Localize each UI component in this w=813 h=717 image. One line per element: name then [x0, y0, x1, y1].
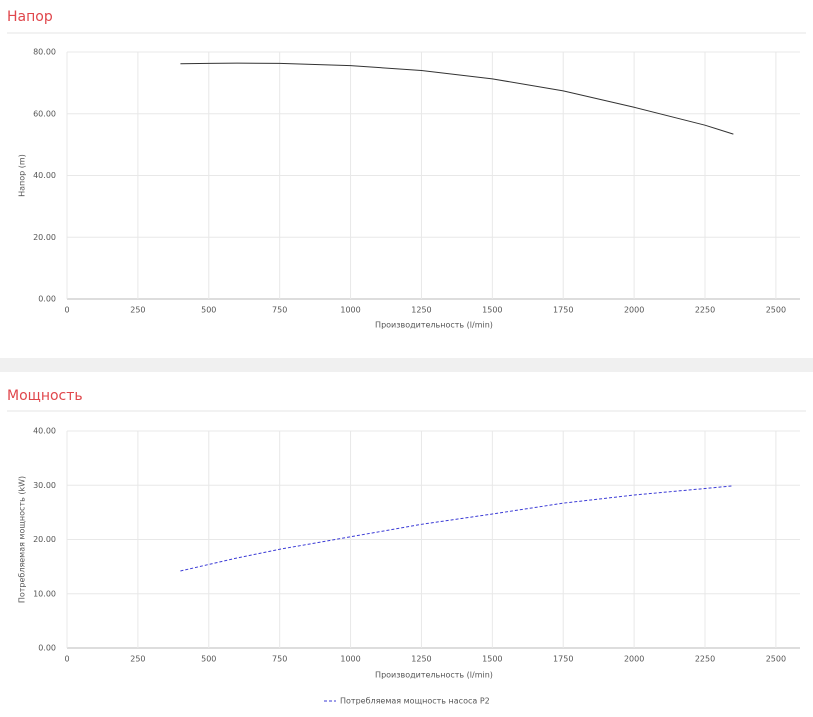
- x-tick-label: 2250: [695, 306, 715, 315]
- y-axis-label: Потребляемая мощность (kW): [18, 476, 27, 603]
- x-tick-label: 1000: [340, 306, 360, 315]
- legend-label: Потребляемая мощность насоса P2: [340, 697, 490, 706]
- y-tick-label: 60.00: [33, 109, 56, 118]
- data-line: [180, 62, 734, 135]
- x-tick-label: 1750: [553, 655, 573, 664]
- y-tick-label: 0.00: [38, 644, 56, 653]
- x-tick-label: 2000: [624, 306, 644, 315]
- y-tick-label: 80.00: [33, 48, 56, 57]
- data-line: [180, 485, 734, 572]
- y-tick-label: 40.00: [33, 171, 56, 180]
- x-tick-label: 1500: [482, 306, 502, 315]
- x-tick-label: 1750: [553, 306, 573, 315]
- section-title: Мощность: [7, 388, 83, 404]
- x-tick-label: 2500: [766, 655, 786, 664]
- x-tick-label: 2500: [766, 306, 786, 315]
- x-tick-label: 250: [130, 655, 145, 664]
- y-tick-label: 30.00: [33, 481, 56, 490]
- y-tick-label: 20.00: [33, 233, 56, 242]
- y-tick-label: 0.00: [38, 295, 56, 304]
- y-tick-label: 10.00: [33, 589, 56, 598]
- x-tick-label: 1500: [482, 655, 502, 664]
- section-title: Напор: [7, 9, 53, 25]
- x-axis-label: Производительность (l/min): [375, 321, 493, 330]
- x-tick-label: 1250: [411, 655, 431, 664]
- x-tick-label: 500: [201, 655, 216, 664]
- x-tick-label: 500: [201, 306, 216, 315]
- x-tick-label: 2250: [695, 655, 715, 664]
- x-axis-label: Производительность (l/min): [375, 671, 493, 680]
- separator: [0, 358, 813, 372]
- x-tick-label: 750: [272, 655, 287, 664]
- y-axis-label: Напор (m): [18, 154, 27, 197]
- x-tick-label: 2000: [624, 655, 644, 664]
- x-tick-label: 250: [130, 306, 145, 315]
- x-tick-label: 1250: [411, 306, 431, 315]
- x-tick-label: 1000: [340, 655, 360, 664]
- x-tick-label: 750: [272, 306, 287, 315]
- x-tick-label: 0: [64, 306, 69, 315]
- x-tick-label: 0: [64, 655, 69, 664]
- y-tick-label: 40.00: [33, 427, 56, 436]
- y-tick-label: 20.00: [33, 535, 56, 544]
